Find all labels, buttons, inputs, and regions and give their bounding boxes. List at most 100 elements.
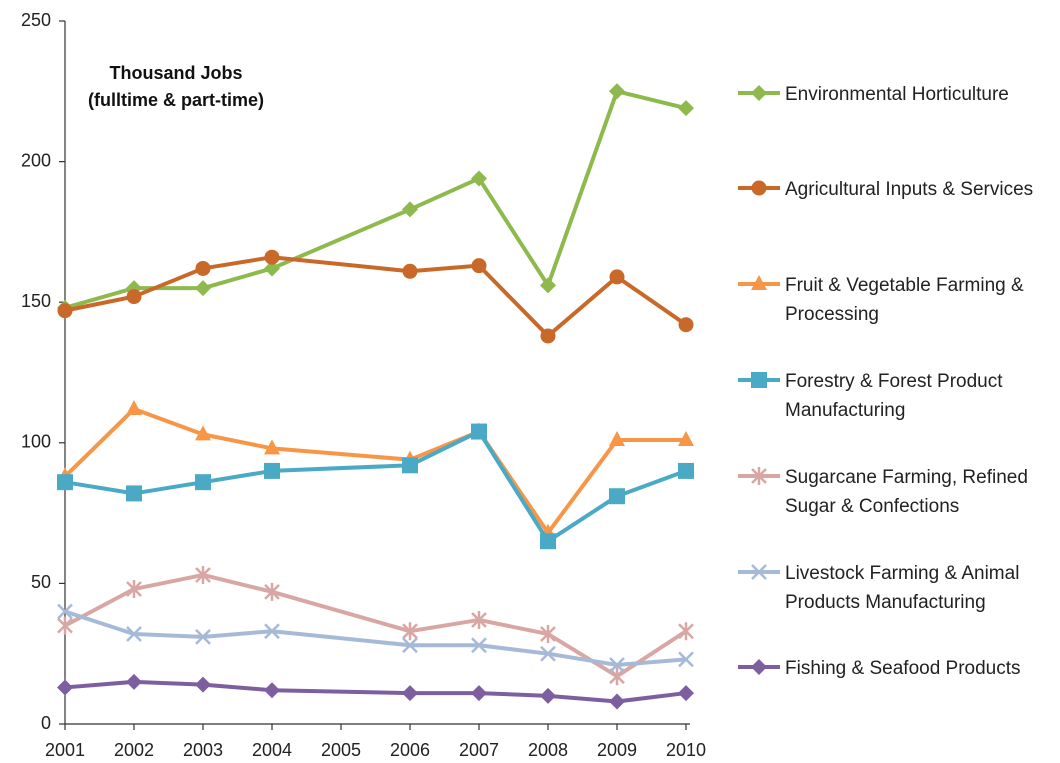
data-point [609,83,625,100]
legend-item: Fishing & Seafood Products [738,658,1021,679]
data-point [126,626,142,642]
data-point [678,685,694,702]
series-line [63,429,688,544]
x-tick-label: 2005 [321,740,361,760]
data-point [57,679,73,696]
y-tick-label: 150 [21,291,51,311]
data-point [540,328,556,344]
data-point [57,303,73,319]
data-point [126,289,142,305]
series-line [63,89,688,310]
series-0 [57,83,694,316]
x-tick-label: 2001 [45,740,85,760]
series-2 [57,400,694,539]
data-point [471,170,487,187]
legend-label: Environmental Horticulture [785,84,1009,105]
data-point [609,430,625,446]
legend-item: Livestock Farming & Animal Products Manuf… [738,563,1019,613]
data-point [126,400,142,416]
x-tick-label: 2006 [390,740,430,760]
legend-marker [751,564,767,580]
legend-item: Forestry & Forest Product Manufacturing [738,371,1003,421]
data-point [126,580,142,599]
x-tick-label: 2007 [459,740,499,760]
legend-marker [751,659,767,675]
data-point [471,685,487,702]
legend-item: Fruit & Vegetable Farming & Processing [738,275,1024,325]
y-tick-label: 250 [21,10,51,30]
data-point [540,277,556,294]
data-point [471,258,487,274]
legend-label: Forestry & Forest Product [785,371,1003,392]
data-point [402,622,418,641]
y-axis-ticks: 0 50 100 150 200 250 [21,10,65,733]
data-point [609,657,625,673]
x-axis-ticks: 2001 2002 2003 2004 2005 2006 2007 2008 2009 2010 [45,724,706,760]
data-point [471,423,487,440]
data-point [195,280,211,297]
y-tick-label: 100 [21,432,51,452]
data-point [264,682,280,699]
legend-label: Agricultural Inputs & Services [785,179,1033,200]
legend-marker [751,275,767,290]
legend-marker [751,372,767,388]
y-tick-label: 0 [41,713,51,733]
legend-item: Sugarcane Farming, Refined Sugar & Confec… [738,467,1028,517]
data-point [195,260,211,276]
data-point [195,628,211,645]
data-point [264,623,280,640]
legend-item: Agricultural Inputs & Services [738,179,1033,200]
legend-label: Products Manufacturing [785,592,986,613]
data-point [402,457,418,474]
legend-marker [751,467,767,485]
data-point [57,616,73,635]
data-point [540,533,556,550]
legend-item: Environmental Horticulture [738,84,1009,105]
legend-label: Processing [785,304,879,325]
series-1 [57,249,694,344]
y-tick-label: 200 [21,150,51,170]
series-3 [57,423,694,550]
data-point [609,667,625,686]
x-tick-label: 2003 [183,740,223,760]
data-point [126,485,142,502]
legend-label: Livestock Farming & Animal [785,563,1019,584]
axes [64,21,690,725]
series-6 [57,673,694,710]
annotation-line-1: Thousand Jobs [109,63,242,83]
data-point [126,673,142,690]
data-point [678,462,694,479]
data-point [540,645,556,662]
data-point [402,685,418,702]
data-point [57,603,73,620]
data-point [195,676,211,693]
data-point [471,610,487,629]
data-point [264,582,280,601]
series-layer [57,83,694,710]
data-point [609,693,625,710]
series-4 [57,565,694,686]
data-point [264,249,280,265]
data-point [540,687,556,704]
legend-label: Sugarcane Farming, Refined [785,467,1028,488]
data-point [195,425,211,441]
legend: Environmental Horticulture Agricultural I… [738,84,1033,679]
data-point [678,430,694,446]
data-point [609,488,625,505]
data-point [195,474,211,491]
x-tick-label: 2010 [666,740,706,760]
data-point [609,269,625,285]
legend-label: Manufacturing [785,400,905,421]
data-point [264,462,280,479]
data-point [264,439,280,455]
series-5 [57,603,694,673]
data-point [402,637,418,654]
annotation-line-2: (fulltime & part-time) [88,90,264,110]
data-point [678,317,694,333]
data-point [678,651,694,668]
series-line [63,679,688,704]
data-point [402,263,418,279]
data-point [471,637,487,654]
y-tick-label: 50 [31,572,51,592]
data-point [678,100,694,117]
